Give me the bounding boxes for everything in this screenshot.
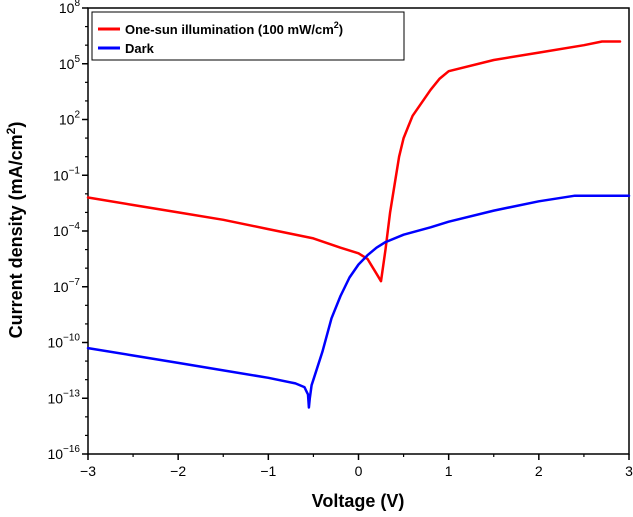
x-tick-label: −1: [260, 463, 276, 479]
y-tick-label: 10−1: [53, 165, 80, 183]
series-line-dark: [86, 194, 631, 409]
legend: One-sun illumination (100 mW/cm2) Dark: [91, 11, 405, 61]
y-axis-ticks: 10−16 10−13 10−10 10−7 10−4 10−1 102 105 108: [47, 0, 88, 462]
y-tick-label: 102: [59, 110, 81, 128]
x-axis-ticks: −3 −2 −1 0 1 2 3: [80, 454, 633, 479]
x-tick-label: 0: [355, 463, 363, 479]
y-axis-label-tail: ): [6, 122, 26, 128]
y-tick-label: 108: [59, 0, 81, 16]
plot-frame: [87, 7, 630, 455]
x-tick-label: −2: [170, 463, 186, 479]
y-tick-label: 10−13: [47, 388, 80, 406]
y-axis-label: Current density (mA/cm2): [4, 122, 26, 339]
y-tick-label: 105: [59, 54, 81, 72]
y-axis-label-superscript: 2: [4, 127, 18, 134]
y-tick-label: 10−4: [53, 221, 80, 239]
x-tick-label: −3: [80, 463, 96, 479]
x-axis-label: Voltage (V): [312, 491, 405, 511]
plot-area: [87, 7, 630, 455]
series-line-illumination: [86, 40, 622, 283]
legend-label: Dark: [125, 41, 155, 56]
y-tick-label: 10−16: [47, 444, 80, 462]
series-lines: [86, 40, 631, 409]
x-tick-label: 2: [535, 463, 543, 479]
y-axis-label-main: Current density (mA/cm: [6, 134, 26, 338]
legend-box: [91, 11, 405, 61]
y-tick-label: 10−10: [47, 333, 80, 351]
x-tick-label: 3: [625, 463, 633, 479]
y-tick-label: 10−7: [53, 277, 80, 295]
legend-label: One-sun illumination (100 mW/cm2): [125, 20, 343, 37]
x-tick-label: 1: [445, 463, 453, 479]
